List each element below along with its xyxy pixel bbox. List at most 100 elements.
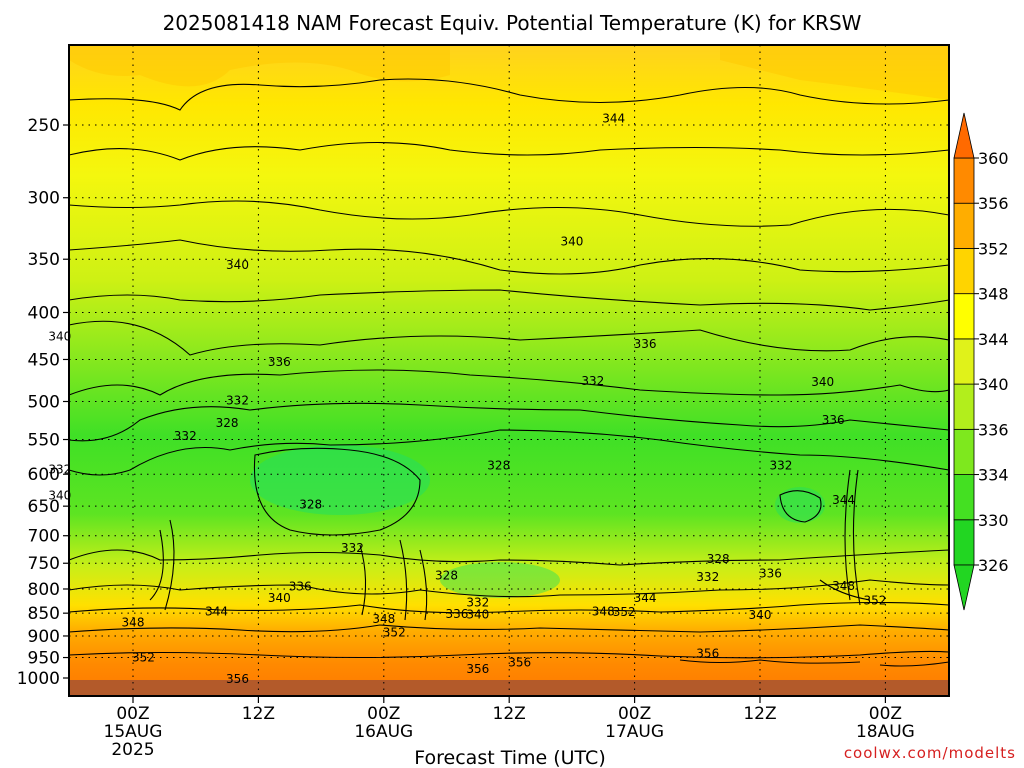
x-tick-label: 00Z bbox=[367, 704, 400, 724]
contour-label: 352 bbox=[863, 593, 886, 607]
contour-label: 332 bbox=[769, 458, 792, 472]
colorbar-tick-label: 344 bbox=[978, 330, 1009, 349]
colorbar-segment bbox=[953, 428, 975, 475]
x-tick-date: 15AUG bbox=[104, 722, 163, 742]
y-tick-label: 250 bbox=[28, 116, 60, 136]
colorbar-segment bbox=[953, 293, 975, 340]
contour-label: 340 bbox=[48, 489, 71, 503]
contour-label: 344 bbox=[832, 493, 855, 507]
contour-label: 332 bbox=[341, 541, 364, 555]
y-tick-label: 850 bbox=[28, 604, 60, 624]
y-tick-label: 550 bbox=[28, 431, 60, 451]
contour-label: 340 bbox=[560, 235, 583, 249]
colorbar-tick-label: 356 bbox=[978, 194, 1009, 213]
y-tick-label: 700 bbox=[28, 527, 60, 547]
colorbar-tick-label: 336 bbox=[978, 420, 1009, 439]
y-tick-label: 350 bbox=[28, 250, 60, 270]
y-tick-label: 300 bbox=[28, 189, 60, 209]
chart-title: 2025081418 NAM Forecast Equiv. Potential… bbox=[163, 11, 862, 35]
contour-label: 336 bbox=[759, 567, 782, 581]
contour-label: 328 bbox=[216, 416, 239, 430]
colorbar-tick-label: 330 bbox=[978, 511, 1009, 530]
colorbar-segment bbox=[953, 383, 975, 430]
colorbar-tick-label: 360 bbox=[978, 149, 1009, 168]
contour-label: 352 bbox=[132, 651, 155, 665]
grid-lines bbox=[69, 45, 949, 696]
credit-text: coolwx.com/modelts bbox=[844, 744, 1016, 762]
colorbar-tick-label: 348 bbox=[978, 285, 1009, 304]
contour-label: 328 bbox=[299, 497, 322, 511]
contour-label: 356 bbox=[696, 646, 719, 660]
contour-label: 328 bbox=[707, 552, 730, 566]
y-tick-label: 650 bbox=[28, 497, 60, 517]
contour-label: 332 bbox=[581, 374, 604, 388]
contour-label: 348 bbox=[122, 615, 145, 629]
contour-label: 340 bbox=[749, 608, 772, 622]
y-tick-label: 450 bbox=[28, 350, 60, 370]
contour-label: 336 bbox=[634, 337, 657, 351]
contour-label: 328 bbox=[487, 458, 510, 472]
x-tick-date: 17AUG bbox=[605, 722, 664, 742]
contour-label: 356 bbox=[508, 656, 531, 670]
contour-label: 336 bbox=[289, 579, 312, 593]
colorbar-arrow-low bbox=[953, 564, 975, 611]
colorbar-tick-label: 334 bbox=[978, 466, 1009, 485]
contour-label: 348 bbox=[372, 612, 395, 626]
y-tick-label: 800 bbox=[28, 580, 60, 600]
x-tick-label: 12Z bbox=[743, 704, 776, 724]
y-tick-label: 1000 bbox=[17, 669, 60, 689]
x-axis-title: Forecast Time (UTC) bbox=[414, 747, 605, 768]
colorbar-segment bbox=[953, 338, 975, 385]
contour-label: 332 bbox=[48, 463, 71, 477]
colorbar-segment bbox=[953, 202, 975, 249]
contour-label: 348 bbox=[592, 604, 615, 618]
x-tick-label: 00Z bbox=[618, 704, 651, 724]
colorbar-tick-label: 340 bbox=[978, 375, 1009, 394]
contour-label: 340 bbox=[48, 330, 71, 344]
contour-label: 352 bbox=[383, 625, 406, 639]
colorbar-arrow-high bbox=[953, 112, 975, 159]
contour-label: 328 bbox=[435, 568, 458, 582]
colorbar-tick-label: 352 bbox=[978, 239, 1009, 258]
contour-label: 332 bbox=[174, 429, 197, 443]
contour-label: 356 bbox=[226, 672, 249, 686]
x-tick-label: 00Z bbox=[869, 704, 902, 724]
contour-label: 344 bbox=[602, 112, 625, 126]
contour-label: 336 bbox=[822, 413, 845, 427]
contour-lines bbox=[68, 78, 950, 667]
colorbar: 326 330 334 336 340 344 348 352 356 360 bbox=[953, 112, 1009, 611]
x-tick-date: 16AUG bbox=[354, 722, 413, 742]
contour-label: 340 bbox=[811, 375, 834, 389]
y-tick-label: 950 bbox=[28, 649, 60, 669]
x-tick-label: 00Z bbox=[116, 704, 149, 724]
x-tick-date: 18AUG bbox=[856, 722, 915, 742]
contour-label: 336 bbox=[268, 355, 291, 369]
contour-label: 356 bbox=[466, 662, 489, 676]
x-tick-label: 12Z bbox=[493, 704, 526, 724]
x-tick-year: 2025 bbox=[111, 740, 154, 760]
colorbar-segment bbox=[953, 248, 975, 295]
x-tick-label: 12Z bbox=[242, 704, 275, 724]
colorbar-segment bbox=[953, 157, 975, 204]
contour-label: 344 bbox=[205, 604, 228, 618]
contour-label: 352 bbox=[613, 605, 636, 619]
contour-label: 332 bbox=[226, 394, 249, 408]
y-tick-label: 500 bbox=[28, 393, 60, 413]
y-tick-label: 900 bbox=[28, 627, 60, 647]
contour-label: 344 bbox=[634, 591, 657, 605]
y-tick-label: 400 bbox=[28, 303, 60, 323]
contour-label: 332 bbox=[466, 596, 489, 610]
colorbar-segment bbox=[953, 474, 975, 521]
contour-label: 348 bbox=[832, 579, 855, 593]
y-axis: 250 300 350 400 450 500 550 600 650 700 750 800 850 9… bbox=[17, 116, 69, 689]
contour-label: 336 bbox=[445, 607, 468, 621]
contour-label: 340 bbox=[268, 591, 291, 605]
contour-label: 340 bbox=[466, 608, 489, 622]
colorbar-segment bbox=[953, 519, 975, 566]
y-tick-label: 600 bbox=[28, 465, 60, 485]
contour-label: 332 bbox=[696, 570, 719, 584]
colorbar-tick-label: 326 bbox=[978, 556, 1009, 575]
